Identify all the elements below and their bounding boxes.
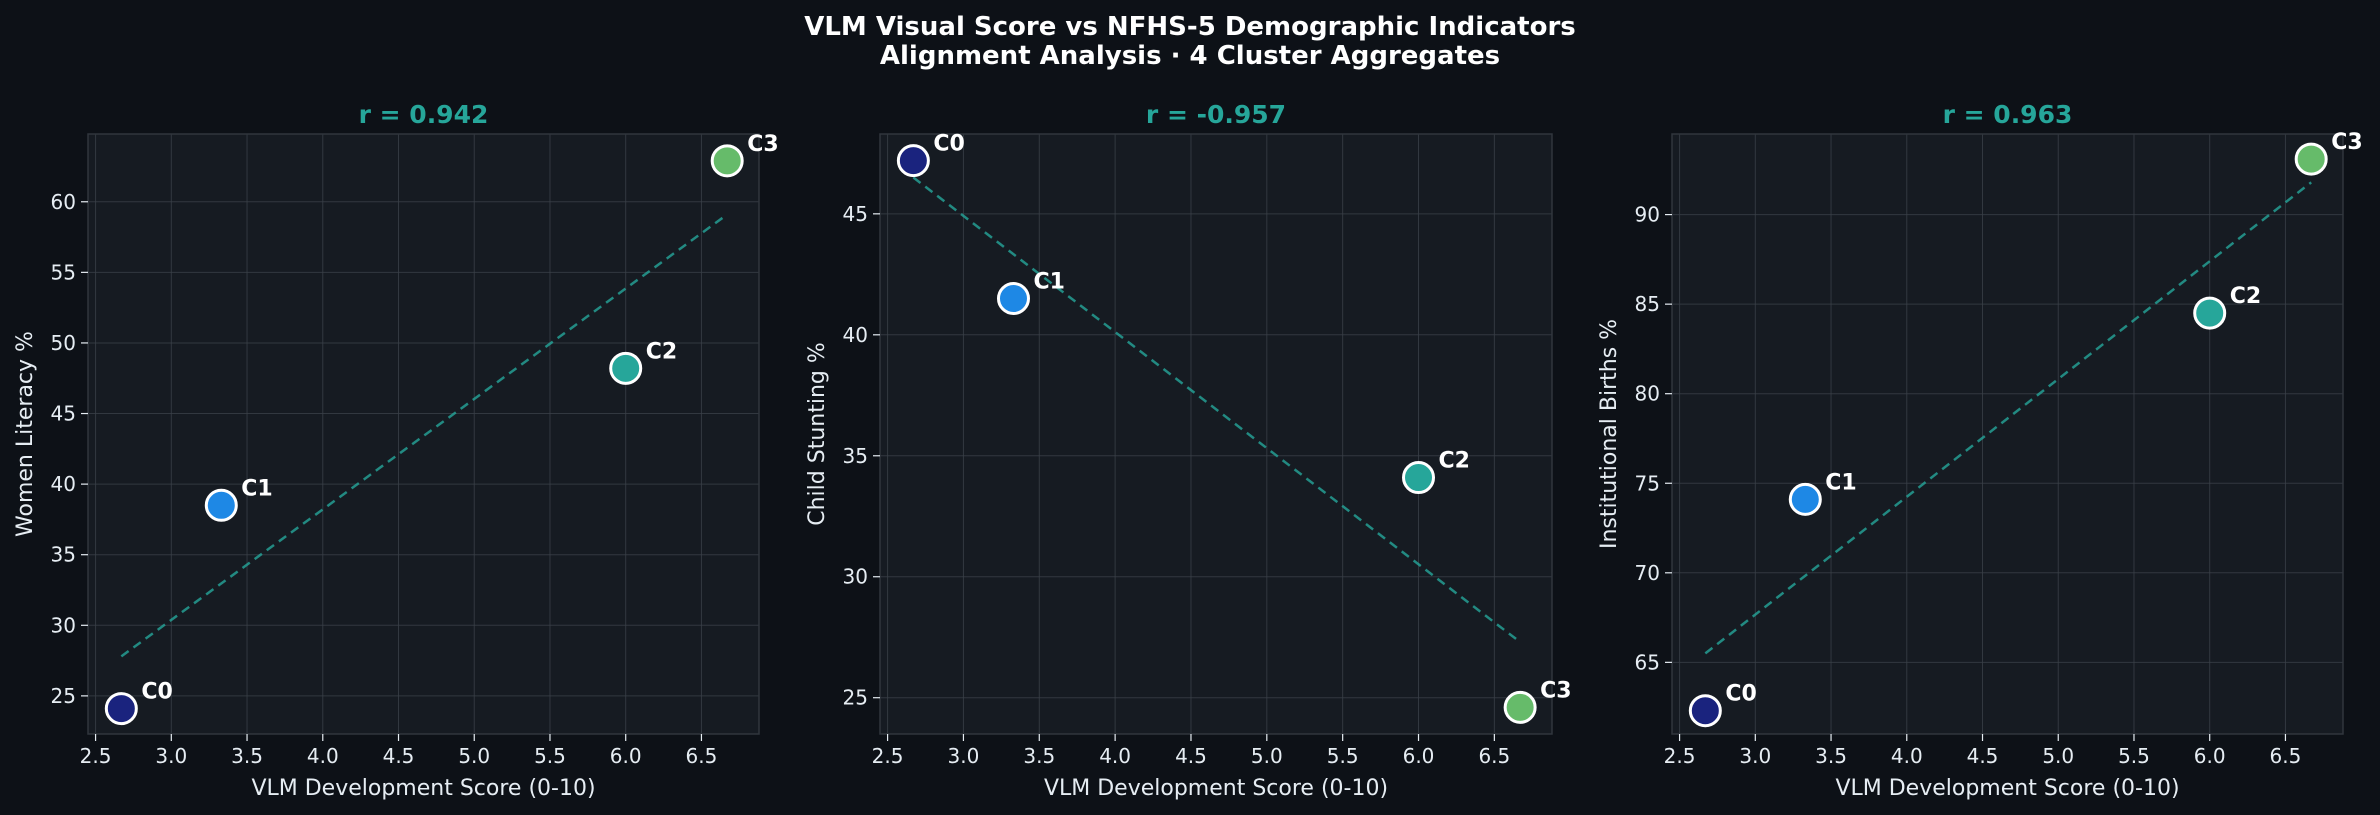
chart-title: r = 0.963 — [1943, 100, 2073, 129]
x-tick-label: 5.5 — [534, 744, 566, 768]
point-label-c2: C2 — [2230, 284, 2261, 309]
x-tick-label: 4.0 — [1099, 744, 1131, 768]
plot-area — [880, 134, 1552, 734]
plot-frame — [1671, 133, 2344, 735]
x-tick-label: 3.5 — [231, 744, 263, 768]
y-tick-label: 60 — [51, 190, 76, 214]
y-tick-label: 45 — [843, 202, 868, 226]
x-tick-label: 6.0 — [1403, 744, 1435, 768]
point-label-c3: C3 — [1540, 678, 1571, 703]
x-tick-label: 6.0 — [610, 744, 642, 768]
point-label-c2: C2 — [1439, 449, 1470, 474]
figure-title-line1: VLM Visual Score vs NFHS-5 Demographic I… — [804, 12, 1576, 42]
chart-panel-1: 2.5 3.0 3.5 4.0 4.5 5.0 5.5 6.0 6.5 25 30 35 40 45 50 5… — [13, 100, 779, 801]
x-tick-label: 4.5 — [1967, 744, 1999, 768]
y-tick-label: 30 — [843, 565, 868, 589]
point-label-c0: C0 — [141, 680, 172, 705]
point-label-c1: C1 — [1033, 270, 1064, 295]
x-tick-label: 3.0 — [948, 744, 980, 768]
x-tick-label: 5.0 — [1251, 744, 1283, 768]
x-tick-label: 6.5 — [686, 744, 718, 768]
y-axis-label: Institutional Births % — [1597, 319, 1622, 549]
trend-line — [912, 176, 1521, 644]
point-label-c0: C0 — [933, 132, 964, 157]
x-tick-label: 5.5 — [1327, 744, 1359, 768]
x-tick-label: 4.5 — [383, 744, 415, 768]
data-point-c2 — [609, 351, 643, 385]
plot-frame — [879, 133, 1553, 735]
y-tick-label: 35 — [843, 444, 868, 468]
x-tick-label: 5.5 — [2118, 744, 2150, 768]
data-point-c1 — [1788, 482, 1822, 516]
data-point-c1 — [204, 488, 238, 522]
x-tick-label: 2.5 — [1664, 744, 1696, 768]
x-tick-label: 3.5 — [1815, 744, 1847, 768]
x-tick-label: 6.5 — [1478, 744, 1510, 768]
point-label-c3: C3 — [747, 132, 778, 157]
y-tick-label: 40 — [843, 323, 868, 347]
x-tick-label: 5.0 — [2042, 744, 2074, 768]
data-point-c0 — [104, 692, 138, 726]
x-tick-label: 3.0 — [1739, 744, 1771, 768]
data-point-c2 — [1402, 461, 1436, 495]
data-point-c3 — [710, 144, 744, 178]
point-label-c3: C3 — [2331, 130, 2362, 155]
figure-title-line2: Alignment Analysis · 4 Cluster Aggregate… — [880, 41, 1500, 71]
y-tick-label: 90 — [1635, 203, 1660, 227]
x-tick-label: 4.5 — [1175, 744, 1207, 768]
y-tick-label: 70 — [1635, 561, 1660, 585]
y-axis-label: Child Stunting % — [805, 342, 830, 526]
x-tick-label: 6.5 — [2270, 744, 2302, 768]
trend-line — [1704, 181, 2312, 655]
chart-panel-3: 2.5 3.0 3.5 4.0 4.5 5.0 5.5 6.0 6.5 65 70 75 80 85 90 V… — [1597, 100, 2363, 801]
x-tick-label: 2.5 — [80, 744, 112, 768]
x-tick-label: 5.0 — [458, 744, 490, 768]
y-tick-label: 85 — [1635, 292, 1660, 316]
data-point-c3 — [2294, 142, 2328, 176]
point-label-c1: C1 — [241, 476, 272, 501]
y-tick-label: 40 — [51, 472, 76, 496]
data-point-c0 — [896, 144, 930, 178]
y-tick-label: 80 — [1635, 382, 1660, 406]
x-tick-label: 6.0 — [2194, 744, 2226, 768]
x-axis-label: VLM Development Score (0-10) — [1044, 776, 1388, 801]
y-tick-label: 65 — [1635, 650, 1660, 674]
plot-area — [88, 134, 759, 734]
data-point-c0 — [1688, 694, 1722, 728]
x-tick-label: 3.5 — [1023, 744, 1055, 768]
x-tick-label: 4.0 — [1891, 744, 1923, 768]
data-point-c3 — [1503, 690, 1537, 724]
plot-area — [1672, 134, 2343, 734]
point-label-c2: C2 — [646, 339, 677, 364]
x-axis-label: VLM Development Score (0-10) — [251, 776, 595, 801]
plot-frame — [87, 133, 760, 735]
chart-title: r = 0.942 — [359, 100, 489, 129]
chart-panel-2: 2.5 3.0 3.5 4.0 4.5 5.0 5.5 6.0 6.5 25 30 35 40 45 VLM… — [805, 100, 1572, 801]
y-tick-label: 75 — [1635, 471, 1660, 495]
y-tick-label: 25 — [843, 686, 868, 710]
y-tick-label: 25 — [51, 684, 76, 708]
y-tick-label: 50 — [51, 331, 76, 355]
trend-line — [120, 213, 728, 658]
data-point-c2 — [2193, 296, 2227, 330]
y-tick-label: 45 — [51, 402, 76, 426]
y-axis-label: Women Literacy % — [13, 331, 38, 537]
data-point-c1 — [996, 282, 1030, 316]
chart-title: r = -0.957 — [1146, 100, 1286, 129]
point-label-c1: C1 — [1825, 470, 1856, 495]
x-tick-label: 3.0 — [155, 744, 187, 768]
point-label-c0: C0 — [1725, 682, 1756, 707]
x-axis-label: VLM Development Score (0-10) — [1835, 776, 2179, 801]
y-tick-label: 30 — [51, 613, 76, 637]
y-tick-label: 55 — [51, 260, 76, 284]
x-tick-label: 2.5 — [872, 744, 904, 768]
y-tick-label: 35 — [51, 543, 76, 567]
x-tick-label: 4.0 — [307, 744, 339, 768]
